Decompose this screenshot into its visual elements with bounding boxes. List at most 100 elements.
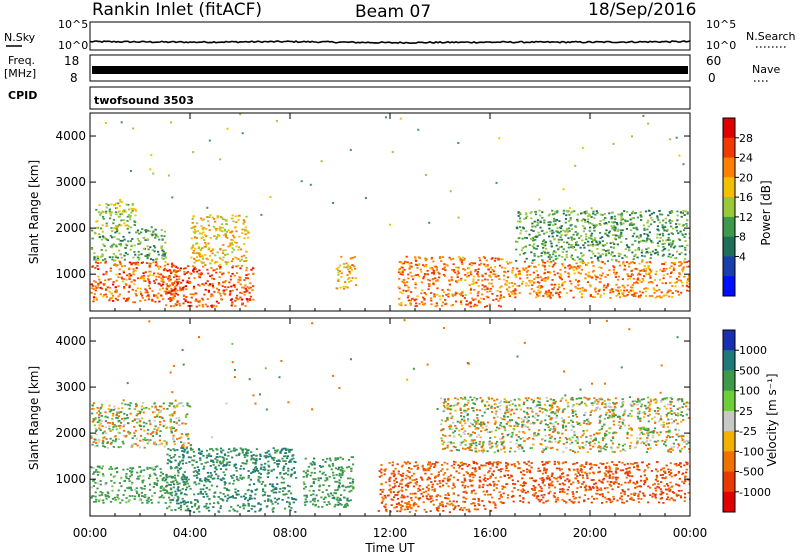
range-cell — [142, 495, 145, 498]
range-cell — [191, 459, 194, 462]
range-cell — [474, 492, 477, 495]
range-cell — [574, 164, 577, 167]
range-cell — [176, 403, 179, 406]
range-cell — [657, 219, 660, 221]
range-cell — [642, 269, 645, 272]
range-cell — [169, 461, 173, 463]
range-cell — [263, 468, 267, 471]
range-cell — [149, 467, 152, 469]
range-cell — [115, 291, 118, 294]
range-cell — [609, 289, 612, 291]
range-cell — [231, 217, 234, 220]
range-cell — [611, 227, 614, 230]
range-cell — [272, 510, 275, 513]
range-cell — [320, 160, 323, 163]
range-cell — [132, 208, 135, 210]
range-cell — [688, 237, 690, 239]
range-cell — [184, 300, 187, 303]
range-cell — [635, 292, 638, 295]
range-cell — [116, 496, 119, 499]
range-cell — [142, 475, 145, 478]
range-cell — [180, 477, 183, 480]
range-cell — [408, 471, 411, 474]
range-cell — [505, 261, 508, 263]
range-cell — [603, 477, 606, 480]
range-cell — [173, 406, 176, 409]
range-cell — [612, 247, 615, 249]
range-cell — [638, 236, 641, 239]
range-cell — [98, 494, 101, 497]
range-cell — [196, 508, 199, 510]
range-cell — [160, 229, 163, 231]
range-cell — [452, 484, 455, 487]
range-cell — [502, 486, 505, 488]
range-cell — [96, 262, 99, 264]
range-cell — [117, 410, 120, 413]
range-cell — [181, 405, 185, 407]
range-cell — [244, 453, 247, 456]
range-cell — [326, 478, 329, 481]
range-cell — [293, 472, 296, 474]
range-cell — [123, 222, 126, 225]
range-cell — [222, 256, 225, 259]
range-cell — [108, 290, 111, 293]
range-cell — [96, 421, 99, 424]
range-cell — [477, 299, 480, 302]
range-cell — [460, 303, 463, 306]
range-cell — [410, 265, 413, 268]
range-cell — [388, 489, 391, 491]
range-cell — [313, 472, 316, 474]
range-cell — [143, 279, 146, 282]
range-cell — [602, 289, 606, 291]
range-cell — [348, 277, 351, 279]
range-cell — [165, 485, 168, 488]
range-cell — [452, 466, 455, 469]
range-cell — [196, 499, 199, 502]
range-cell — [167, 458, 170, 461]
range-cell — [174, 479, 177, 482]
range-cell — [642, 114, 645, 117]
range-cell — [197, 272, 200, 275]
range-cell — [207, 224, 210, 227]
range-cell — [331, 494, 334, 497]
range-cell — [245, 266, 248, 269]
range-cell — [491, 472, 494, 475]
range-cell — [439, 495, 442, 498]
range-cell — [484, 508, 487, 510]
range-cell — [325, 477, 328, 479]
range-cell — [178, 462, 181, 465]
range-cell — [658, 233, 661, 236]
range-cell — [605, 242, 608, 245]
range-cell — [383, 494, 386, 497]
range-cell — [208, 229, 211, 231]
range-cell — [344, 504, 347, 506]
range-cell — [662, 246, 665, 248]
range-cell — [651, 241, 654, 244]
range-cell — [466, 275, 469, 278]
range-cell — [244, 496, 247, 499]
range-cell — [481, 288, 484, 291]
range-cell — [604, 276, 607, 278]
range-cell — [241, 451, 244, 454]
range-cell — [413, 472, 416, 475]
range-cell — [202, 231, 205, 234]
n-sky-label: N.Sky — [4, 31, 36, 44]
range-cell — [197, 283, 200, 286]
range-cell — [198, 251, 201, 254]
range-cell — [142, 247, 146, 250]
range-cell — [230, 475, 233, 478]
range-cell — [621, 257, 624, 259]
range-cell — [155, 257, 159, 260]
range-cell — [238, 246, 241, 249]
range-cell — [353, 256, 356, 258]
range-cell — [201, 297, 204, 300]
range-cell — [407, 289, 410, 292]
range-cell — [494, 257, 497, 260]
range-cell — [580, 296, 583, 299]
range-cell — [450, 464, 453, 467]
range-cell — [343, 496, 346, 499]
range-cell — [334, 459, 337, 461]
range-cell — [649, 223, 653, 226]
range-cell — [258, 472, 261, 474]
range-cell — [112, 446, 115, 448]
